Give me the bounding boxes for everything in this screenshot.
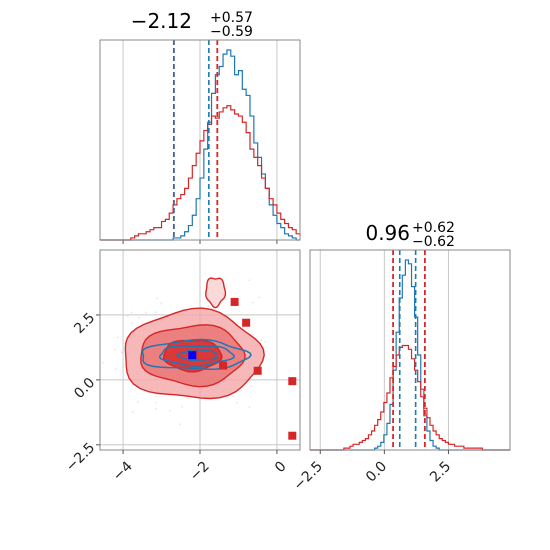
- histogram-y-tick-label: 0.0: [363, 458, 390, 485]
- sample-point: [126, 315, 129, 317]
- sample-point: [252, 301, 254, 304]
- sample-point: [155, 401, 158, 404]
- sample-point: [155, 408, 157, 410]
- sample-point: [138, 316, 140, 319]
- histogram-x-title-value: −2.12: [131, 9, 192, 33]
- sample-point: [248, 279, 251, 282]
- red-square-marker: [230, 297, 239, 306]
- histogram-y-series-blue: [310, 259, 510, 451]
- histogram-x-title-minus: −0.59: [210, 24, 253, 40]
- red-square-marker: [288, 431, 297, 440]
- sample-point: [130, 322, 133, 325]
- histogram-x-frame: [99, 39, 301, 241]
- histogram-y-title-plus: +0.62: [412, 220, 455, 236]
- histogram-y-tick-label: 2.5: [427, 458, 454, 485]
- sample-point: [178, 423, 181, 426]
- contour-x-tick-label: −2: [187, 458, 213, 484]
- sample-point: [232, 395, 235, 398]
- sample-point: [102, 361, 104, 364]
- sample-point: [264, 340, 267, 343]
- sample-point: [169, 409, 171, 412]
- sample-point: [156, 297, 158, 300]
- red-square-marker: [242, 318, 251, 327]
- contour-y-tick-label: 2.5: [71, 310, 98, 337]
- contour-panel: −4 −2 0 −2.5 0.0 2.5: [63, 249, 301, 484]
- sample-point: [160, 302, 163, 304]
- blue-square-marker: [188, 351, 197, 360]
- sample-point: [114, 348, 116, 351]
- sample-point: [207, 304, 210, 307]
- sample-point: [155, 395, 158, 398]
- histogram-y-series-red: [310, 344, 510, 451]
- sample-point: [120, 351, 123, 354]
- contour-y-tick-label: −2.5: [63, 440, 98, 475]
- red-square-marker: [288, 377, 297, 386]
- histogram-y-tick-label: −2.5: [291, 458, 326, 493]
- histogram-panel-x: −2.12 +0.57 −0.59: [99, 9, 301, 244]
- sample-point: [131, 410, 134, 413]
- histogram-panel-y: 0.96 +0.62 −0.62 −2.5 0.0 2.5: [291, 220, 511, 494]
- sample-point: [116, 336, 119, 339]
- contour-blue-level: [176, 348, 218, 362]
- histogram-y-title-value: 0.96: [365, 221, 410, 245]
- sample-point: [155, 311, 157, 314]
- sample-point: [180, 405, 183, 408]
- sample-point: [250, 384, 253, 387]
- contour-blue-level: [158, 345, 236, 367]
- sample-point: [248, 406, 251, 409]
- sample-point: [260, 339, 263, 341]
- sample-point: [144, 311, 147, 314]
- sample-point: [235, 401, 238, 404]
- histogram-y-frame: [309, 249, 511, 451]
- sample-point: [130, 311, 133, 314]
- contour-x-tick-label: −4: [110, 458, 136, 484]
- red-square-marker: [219, 361, 228, 370]
- histogram-y-title-minus: −0.62: [412, 234, 455, 250]
- contour-red-island: [205, 277, 227, 309]
- sample-point: [258, 296, 261, 299]
- sample-point: [136, 401, 139, 403]
- red-square-marker: [253, 366, 262, 375]
- sample-point: [114, 368, 117, 370]
- contour-x-tick-label: 0: [272, 458, 290, 476]
- contour-y-tick-label: 0.0: [71, 375, 98, 402]
- histogram-x-title-plus: +0.57: [210, 10, 253, 26]
